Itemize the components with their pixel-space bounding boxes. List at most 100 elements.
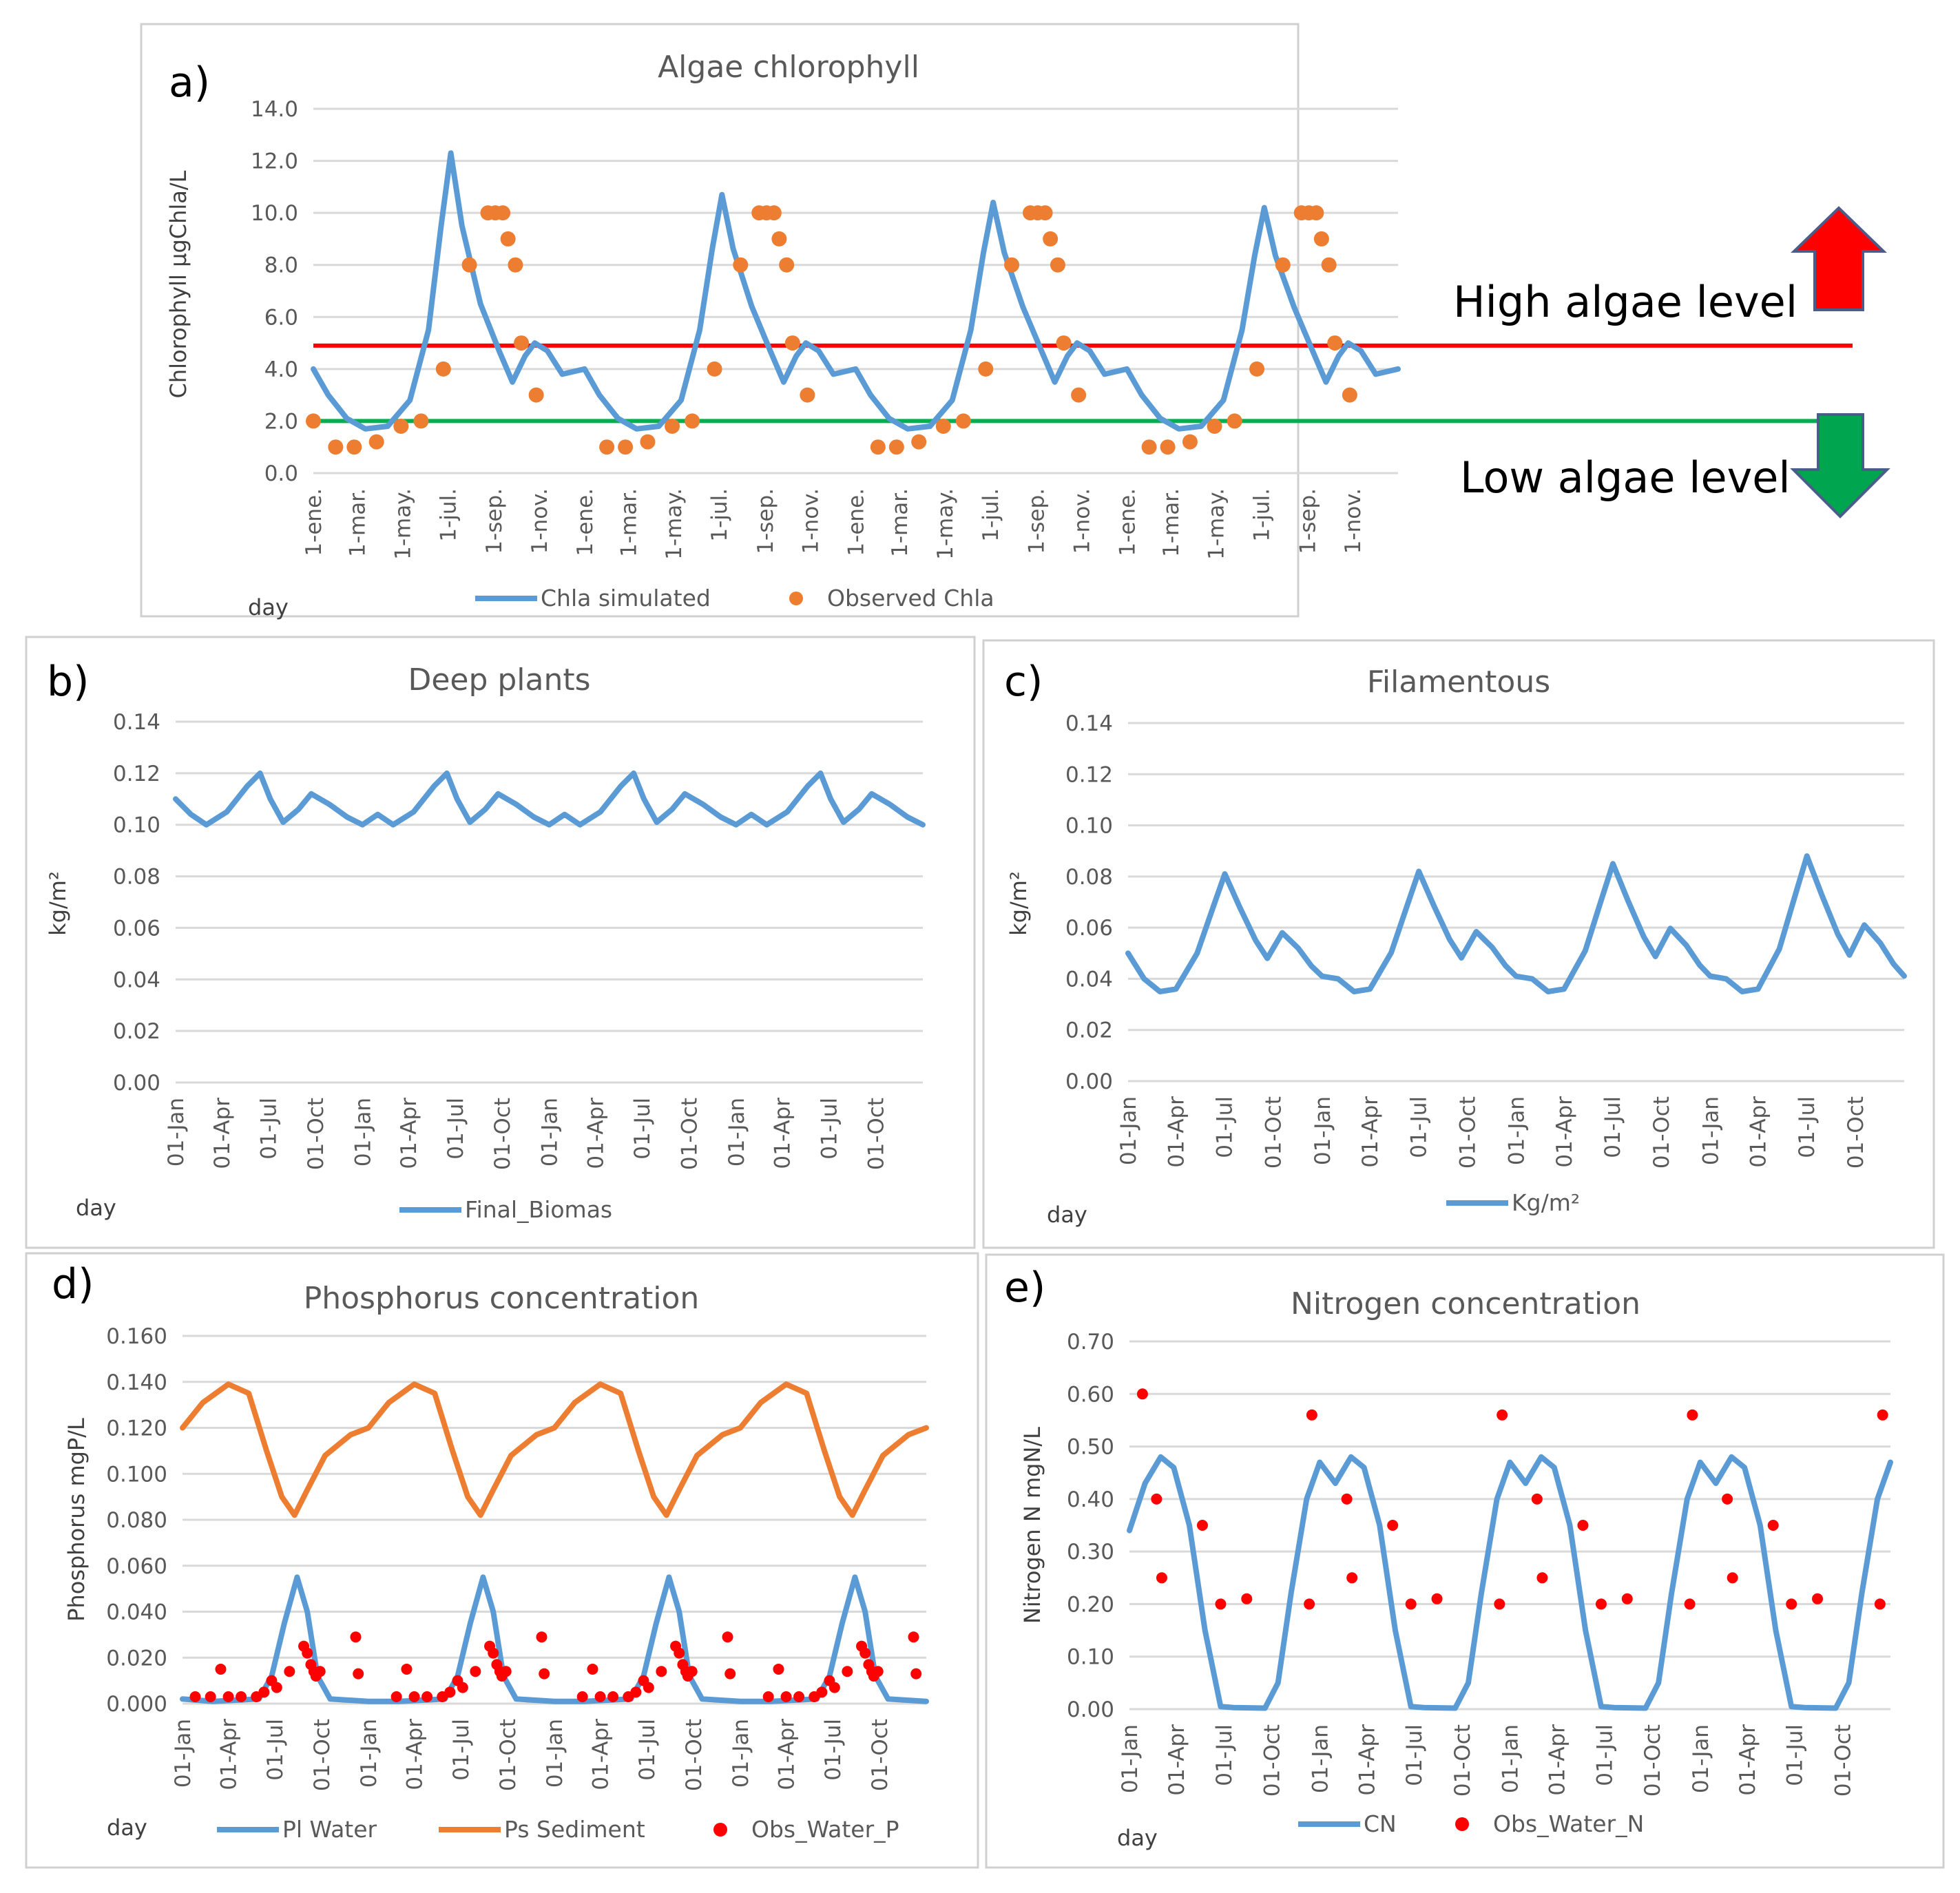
data-point — [828, 1682, 840, 1693]
y-tick-label: 6.0 — [264, 305, 298, 330]
x-tick-label: 1-nov. — [528, 488, 552, 554]
data-point — [350, 1631, 362, 1643]
x-tick-label: 01-Apr — [403, 1719, 428, 1790]
x-axis-label: day — [1047, 1202, 1087, 1228]
x-tick-label: 01-Oct — [868, 1719, 893, 1791]
chart-title: Deep plants — [408, 662, 590, 698]
x-tick-label: 01-Apr — [397, 1098, 421, 1169]
data-point — [707, 361, 722, 377]
data-point — [1684, 1598, 1696, 1610]
data-point — [1497, 1409, 1508, 1421]
data-point — [1595, 1598, 1607, 1610]
y-tick-label: 0.00 — [1067, 1697, 1114, 1722]
panel-e-label: e) — [1004, 1264, 1045, 1312]
data-point — [435, 361, 451, 377]
x-tick-label: 01-Oct — [682, 1719, 707, 1791]
panel-b-frame — [25, 636, 976, 1249]
data-point — [444, 1686, 456, 1698]
data-point — [528, 387, 544, 403]
x-tick-label: 1-may. — [390, 488, 415, 560]
data-point — [686, 1666, 698, 1677]
y-tick-label: 0.160 — [106, 1324, 167, 1349]
panel-b-label: b) — [47, 658, 90, 706]
data-point — [978, 361, 994, 377]
data-point — [1387, 1520, 1399, 1531]
x-tick-label: 01-Jul — [630, 1098, 655, 1160]
x-tick-label: 1-ene. — [302, 488, 326, 556]
y-tick-label: 0.100 — [106, 1462, 167, 1487]
x-tick-label: 1-sep. — [1295, 488, 1320, 554]
data-point — [1151, 1493, 1163, 1505]
x-tick-label: 01-Oct — [1262, 1096, 1286, 1169]
data-point — [1405, 1598, 1417, 1610]
data-point — [1071, 387, 1087, 403]
data-point — [872, 1666, 884, 1677]
data-point — [189, 1691, 201, 1702]
x-tick-label: 1-nov. — [1070, 488, 1094, 554]
panel-c: c) Filamentous 0.00 0.02 0.04 0.06 0.08 0.10 0.1… — [982, 639, 1935, 1249]
data-point — [800, 387, 815, 403]
x-tick-label: 01-Jan — [729, 1719, 753, 1788]
data-point — [1275, 257, 1291, 273]
data-point — [284, 1666, 295, 1677]
data-point — [1346, 1572, 1358, 1584]
data-point — [500, 1666, 512, 1677]
data-point — [910, 1668, 922, 1680]
data-point — [306, 413, 321, 429]
x-tick-label: 01-Jul — [1783, 1724, 1808, 1786]
data-point — [859, 1647, 871, 1659]
data-point — [346, 439, 362, 455]
data-point — [908, 1631, 919, 1643]
y-tick-label: 0.14 — [113, 710, 160, 735]
x-tick-label: 01-Oct — [490, 1098, 515, 1170]
x-tick-label: 01-Jul — [1402, 1724, 1427, 1786]
data-point — [368, 434, 384, 450]
data-point — [1306, 1409, 1317, 1421]
data-point — [1727, 1572, 1738, 1584]
x-tick-label: 01-Jul — [1212, 1724, 1237, 1786]
data-point — [1227, 413, 1242, 429]
panel-d-frame — [25, 1252, 979, 1869]
x-tick-label: 1-sep. — [753, 488, 778, 554]
data-point — [1249, 361, 1265, 377]
x-tick-label: 01-Oct — [1844, 1096, 1868, 1169]
x-tick-label: 01-Oct — [1450, 1724, 1475, 1797]
data-point — [1182, 434, 1198, 450]
x-axis-label: day — [107, 1814, 147, 1841]
data-point — [1531, 1493, 1543, 1505]
legend-swatch-dot — [713, 1823, 727, 1837]
data-point — [674, 1647, 685, 1659]
arrow-up-icon — [1791, 206, 1887, 311]
data-point — [1494, 1598, 1505, 1610]
x-tick-label: 01-Jul — [1795, 1096, 1820, 1158]
data-point — [1156, 1572, 1167, 1584]
x-tick-label: 01-Oct — [496, 1719, 521, 1791]
data-point — [733, 257, 749, 273]
data-point — [935, 418, 951, 434]
x-axis-label: day — [1117, 1825, 1158, 1851]
x-tick-label: 01-Oct — [1649, 1096, 1674, 1169]
data-point — [816, 1686, 828, 1698]
x-tick-label: 1-sep. — [482, 488, 507, 554]
x-tick-label: 01-Oct — [310, 1719, 335, 1791]
legend-swatch-dot — [789, 592, 803, 605]
data-point — [870, 439, 886, 455]
chart-title: Filamentous — [1367, 665, 1550, 700]
y-tick-label: 0.20 — [1067, 1592, 1114, 1617]
data-point — [762, 1691, 774, 1702]
x-tick-label: 01-Apr — [1355, 1724, 1379, 1796]
data-point — [630, 1686, 642, 1698]
legend-label: Obs_Water_P — [751, 1816, 899, 1843]
x-tick-label: 01-Jul — [1213, 1096, 1238, 1158]
data-point — [457, 1682, 468, 1693]
data-point — [1241, 1593, 1253, 1604]
y-tick-label: 2.0 — [264, 409, 298, 434]
x-tick-label: 1-nov. — [1341, 488, 1366, 554]
x-tick-label: 01-Jan — [724, 1098, 749, 1167]
x-tick-label: 01-Oct — [1640, 1724, 1665, 1797]
data-point — [1874, 1598, 1886, 1610]
data-point — [587, 1663, 598, 1675]
data-point — [1056, 335, 1072, 351]
y-tick-label: 10.0 — [251, 201, 298, 226]
